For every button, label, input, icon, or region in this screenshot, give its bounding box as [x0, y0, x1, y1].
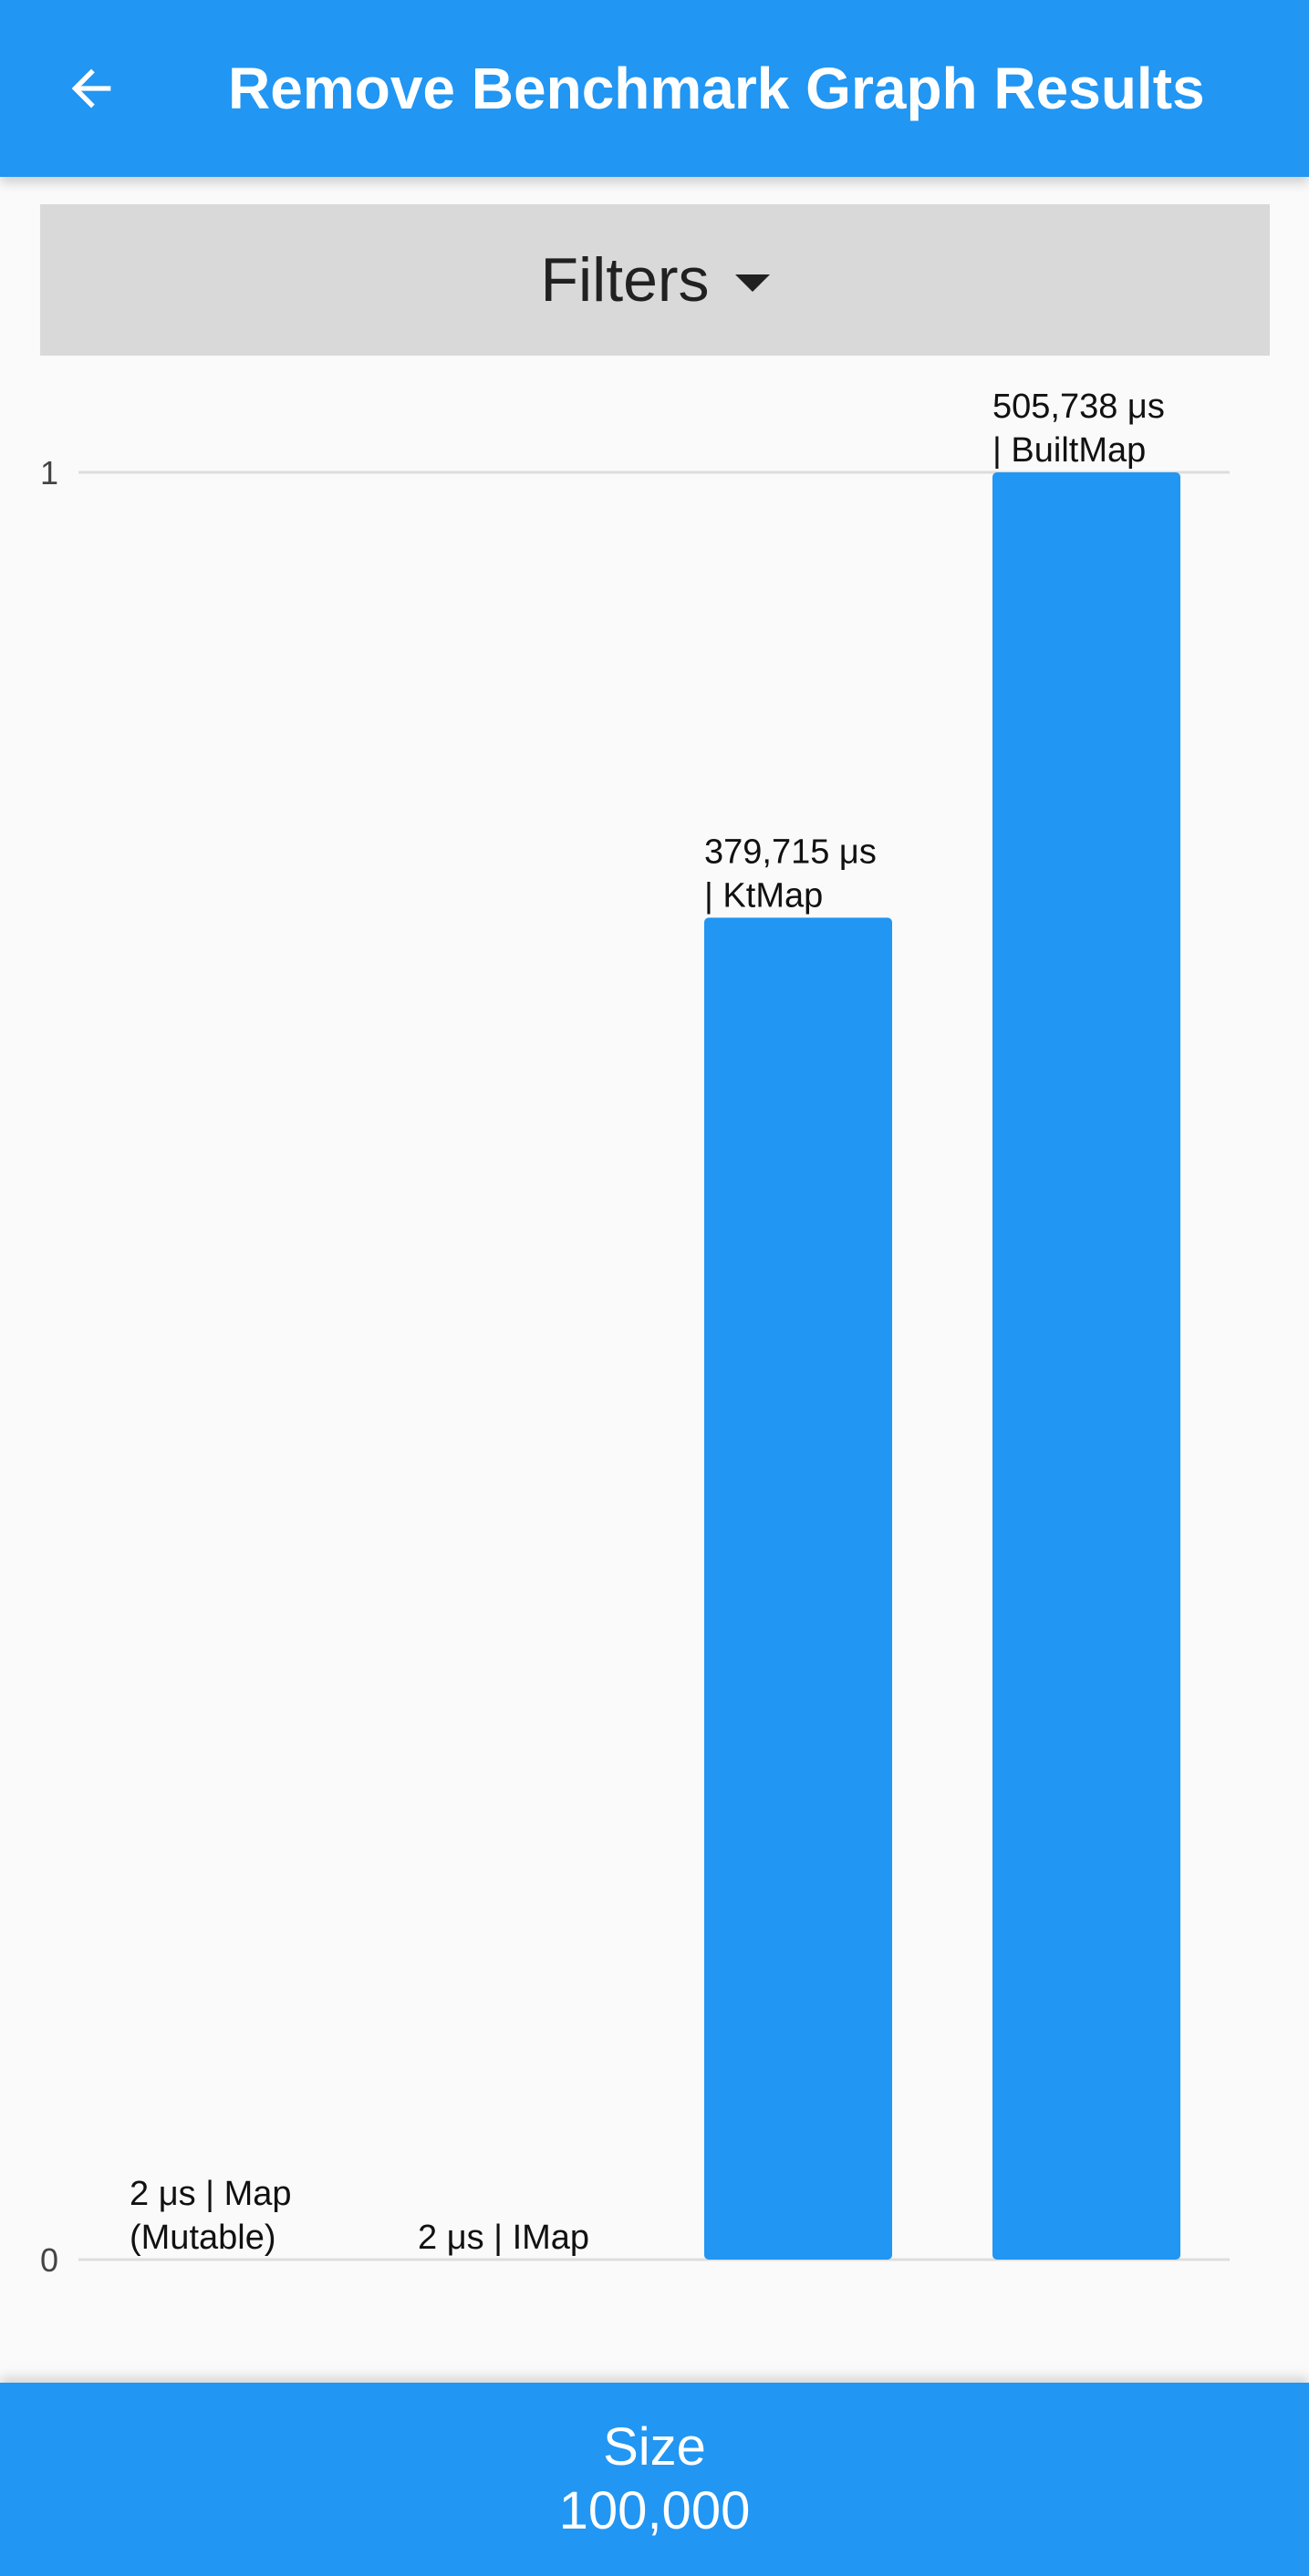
bar-data-label: | BuiltMap	[992, 431, 1146, 470]
filters-dropdown[interactable]: Filters	[40, 204, 1270, 356]
back-button[interactable]	[36, 34, 146, 143]
bar-data-label: 2 μs | Map	[130, 2175, 292, 2213]
size-selector[interactable]: Size 100,000	[0, 2383, 1309, 2576]
bar-data-label: 2 μs | IMap	[418, 2219, 589, 2257]
bar-2[interactable]	[704, 917, 892, 2260]
page-title: Remove Benchmark Graph Results	[228, 56, 1205, 121]
bar-chart: 0 1 2 μs | Map (Mutable) 2 μs | IMap 379,715 …	[40, 388, 1230, 2279]
bar-data-label: 379,715 μs	[704, 833, 877, 871]
y-tick-label: 1	[40, 454, 58, 491]
caret-down-icon	[734, 274, 770, 292]
arrow-back-icon	[71, 68, 111, 109]
bar-data-label: 505,738 μs	[992, 388, 1165, 426]
app-bar: Remove Benchmark Graph Results	[0, 0, 1309, 177]
size-value: 100,000	[558, 2481, 751, 2540]
filters-label: Filters	[540, 245, 710, 315]
bar-data-label: (Mutable)	[130, 2219, 276, 2257]
size-label: Size	[603, 2417, 706, 2477]
bar-data-label: | KtMap	[704, 876, 823, 915]
y-tick-label: 0	[40, 2241, 58, 2279]
bar-3[interactable]	[992, 472, 1180, 2260]
